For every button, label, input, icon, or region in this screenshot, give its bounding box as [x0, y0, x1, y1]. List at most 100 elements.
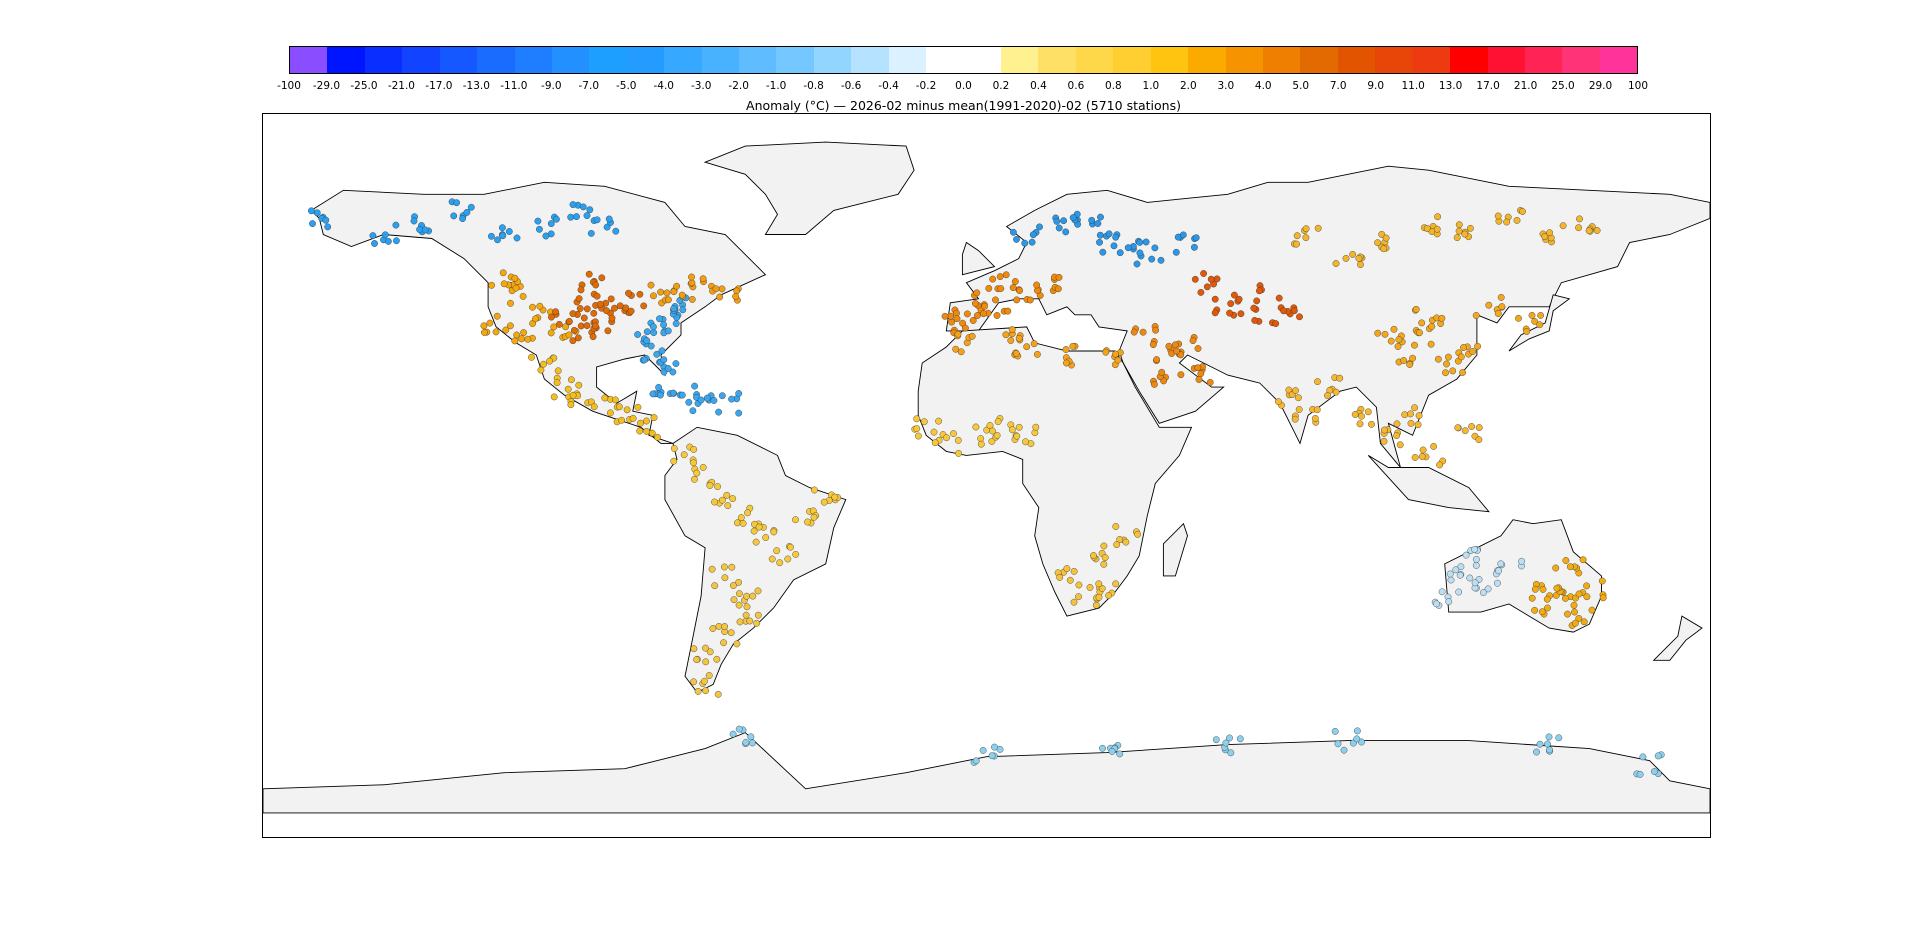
colorbar-ticks: -100 -29.0 -25.0 -21.0 -17.0 -13.0 -11.0 -9.0 -7… [277, 80, 1648, 96]
station-marker-west-africa [930, 428, 938, 436]
station-marker-australia-west [1480, 589, 1487, 596]
station-marker-south-america-north [690, 445, 698, 453]
station-marker-mexico-central-america [637, 419, 644, 427]
station-marker-alaska-canada-west [612, 227, 620, 235]
station-marker-usa-central [583, 305, 591, 313]
station-marker-central-asia [1197, 288, 1205, 296]
station-marker-south-america-north [792, 550, 800, 558]
station-marker-europe-west [1013, 296, 1021, 304]
station-marker-southern-africa [1113, 541, 1121, 548]
station-marker-scandinavia-russia-west [1021, 239, 1029, 247]
station-marker-south-america-north [670, 445, 678, 452]
map-canvas[interactable] [263, 114, 1710, 837]
station-marker-southern-africa [1116, 536, 1124, 543]
colorbar-tick-label: -0.6 [840, 80, 862, 92]
station-marker-alaska-canada-west [392, 237, 400, 245]
station-marker-india-southeast-asia [1411, 454, 1419, 461]
station-marker-antarctica [1651, 768, 1658, 775]
station-marker-siberia [1380, 245, 1388, 253]
colorbar-tick-label: -1.0 [765, 80, 787, 92]
colorbar-tick-label: -0.2 [915, 80, 937, 92]
colorbar-tick-label: -2.0 [728, 80, 749, 92]
station-marker-south-america-south [702, 687, 709, 695]
station-marker-mexico-central-america [606, 409, 614, 417]
station-marker-usa-west [493, 312, 501, 320]
station-marker-north-africa [1007, 337, 1015, 344]
colorbar-tick-label: 0.4 [1030, 80, 1047, 92]
station-marker-west-africa [954, 436, 962, 444]
station-marker-southern-africa [1100, 560, 1108, 568]
station-marker-australia-east [1539, 585, 1547, 593]
world-map[interactable] [262, 113, 1711, 838]
station-marker-scandinavia-russia-west [1191, 243, 1198, 251]
station-marker-southern-africa [1070, 598, 1078, 606]
colorbar-swatch [1188, 47, 1226, 73]
colorbar-tick-label: 3.0 [1217, 80, 1235, 92]
station-marker-southern-africa [1086, 584, 1094, 591]
station-marker-india-southeast-asia [1313, 406, 1321, 414]
station-marker-southern-africa [1075, 593, 1082, 601]
colorbar-tick-label: 29.0 [1588, 80, 1613, 92]
station-marker-scandinavia-russia-west [1112, 233, 1120, 241]
station-marker-usa-west [511, 274, 519, 282]
station-marker-usa-west [520, 329, 527, 337]
colorbar-tick-label: 1.0 [1142, 80, 1160, 92]
station-marker-china-east-asia [1412, 305, 1420, 313]
station-marker-usa-west [547, 329, 555, 337]
station-marker-china-east-asia [1515, 314, 1522, 322]
station-marker-usa-central [552, 308, 559, 316]
station-marker-middle-east [1194, 364, 1202, 372]
station-marker-mexico-central-america [569, 391, 577, 399]
station-marker-usa-west [507, 299, 514, 307]
station-marker-south-america-south [753, 619, 761, 627]
station-marker-europe-west [1055, 273, 1063, 281]
station-marker-south-america-north [699, 463, 707, 471]
colorbar-tick-label: 13.0 [1438, 80, 1463, 92]
station-marker-antarctica [1116, 750, 1124, 758]
station-marker-australia-west [1518, 557, 1526, 565]
station-marker-usa-central [592, 281, 600, 289]
station-marker-north-africa [1012, 349, 1020, 357]
station-marker-southern-africa [1122, 538, 1130, 546]
station-marker-siberia [1302, 225, 1310, 233]
station-marker-antarctica [1099, 744, 1106, 752]
station-marker-canada-east [716, 293, 724, 301]
station-marker-europe-west [1016, 287, 1023, 295]
station-marker-antarctica [1546, 746, 1553, 754]
station-marker-usa-west [529, 303, 536, 311]
station-marker-south-america-north [784, 555, 792, 563]
station-marker-alaska-canada-west [605, 215, 613, 223]
station-marker-australia-west [1445, 598, 1453, 605]
station-marker-south-america-south [713, 655, 721, 663]
station-marker-southern-africa [1100, 542, 1108, 550]
station-marker-south-america-south [721, 574, 729, 582]
station-marker-alaska-canada-west [587, 230, 595, 237]
station-marker-southern-africa [1090, 552, 1097, 559]
colorbar-swatch [1599, 47, 1638, 73]
station-marker-canada-east [688, 279, 696, 287]
station-marker-scandinavia-russia-west [1029, 231, 1037, 239]
station-marker-australia-west [1438, 588, 1446, 596]
station-marker-china-east-asia [1395, 336, 1403, 343]
station-marker-china-east-asia [1381, 330, 1389, 338]
station-marker-china-east-asia [1400, 357, 1408, 364]
station-marker-central-asia [1203, 283, 1211, 291]
station-marker-south-america-south [735, 601, 743, 609]
station-marker-usa-east [664, 327, 672, 335]
station-marker-india-southeast-asia [1454, 424, 1462, 432]
station-marker-europe-west [985, 284, 993, 292]
station-marker-usa-central [589, 333, 597, 341]
station-marker-australia-west [1457, 563, 1465, 571]
station-marker-caribbean [697, 396, 705, 404]
station-marker-south-america-north [820, 498, 828, 506]
station-marker-siberia [1349, 250, 1357, 258]
station-marker-mexico-central-america [575, 381, 583, 389]
station-marker-scandinavia-russia-west [1097, 213, 1104, 221]
station-marker-usa-central [574, 334, 582, 342]
station-marker-alaska-canada-west [416, 226, 424, 233]
landmass-north-america [310, 181, 767, 444]
station-marker-china-east-asia [1536, 321, 1544, 329]
station-marker-north-africa [1102, 348, 1110, 356]
station-marker-south-america-south [729, 582, 737, 589]
station-marker-antarctica [1358, 738, 1365, 746]
